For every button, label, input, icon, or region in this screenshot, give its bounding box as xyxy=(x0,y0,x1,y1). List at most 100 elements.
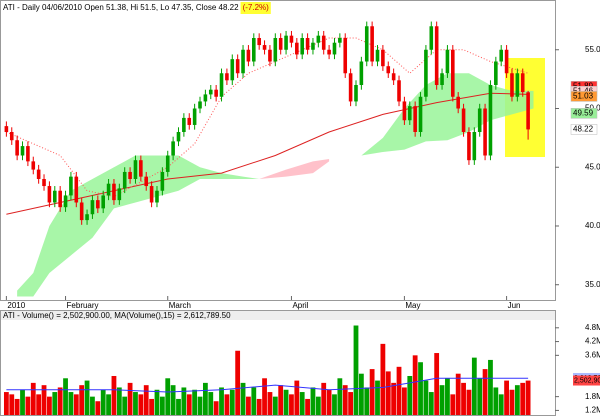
volume-bar xyxy=(375,380,380,415)
volume-bar xyxy=(219,387,224,415)
candle-body xyxy=(440,73,444,86)
candle-body xyxy=(79,202,84,221)
candle-body xyxy=(74,176,79,203)
candle-body xyxy=(101,195,105,209)
volume-bar xyxy=(509,389,515,415)
candle-body xyxy=(407,106,412,121)
candle-body xyxy=(241,49,245,74)
candle-body xyxy=(343,38,348,74)
candle-body xyxy=(106,183,111,196)
candle-body xyxy=(155,190,159,203)
volume-bar xyxy=(498,394,504,415)
candle-body xyxy=(31,161,36,170)
volume-bar xyxy=(466,389,472,415)
volume-bar xyxy=(143,385,149,415)
candle-body xyxy=(499,49,504,62)
volume-bar xyxy=(202,382,208,415)
candle-body xyxy=(289,35,294,43)
candle-body xyxy=(171,141,175,156)
volume-bar xyxy=(52,392,58,415)
volume-bar xyxy=(47,396,52,415)
volume-bar xyxy=(165,378,171,415)
candle-body xyxy=(381,49,385,67)
moving-average xyxy=(6,92,529,215)
price-frame xyxy=(0,0,556,301)
candle-body xyxy=(332,42,337,55)
volume-y-tick-label: 3.6M xyxy=(585,350,600,359)
price-label: 51.89 xyxy=(573,81,594,90)
candle-body xyxy=(278,38,283,50)
candle-body xyxy=(225,73,229,81)
x-tick-label: February xyxy=(67,301,99,310)
volume-bar xyxy=(256,398,262,415)
volume-ma xyxy=(6,377,529,393)
candle-body xyxy=(230,59,235,81)
volume-bar xyxy=(154,389,160,415)
volume-bar xyxy=(229,389,235,415)
volume-bar xyxy=(133,392,138,415)
x-tick-label: 2010 xyxy=(7,301,25,310)
volume-bar xyxy=(391,382,397,415)
y-tick-label: 55.0 xyxy=(585,45,600,54)
candle-body xyxy=(42,178,46,187)
candle-body xyxy=(477,108,482,132)
volume-bar xyxy=(520,382,526,415)
candle-body xyxy=(348,73,353,102)
candle-body xyxy=(246,49,251,62)
y-tick-label: 35.0 xyxy=(585,280,600,289)
candle-body xyxy=(176,131,181,142)
volume-bar xyxy=(186,394,192,415)
volume-bar xyxy=(353,325,359,415)
candle-body xyxy=(515,73,520,97)
candle-body xyxy=(128,171,132,179)
volume-bar xyxy=(488,359,493,415)
volume-bar xyxy=(116,387,122,415)
volume-bar xyxy=(63,378,68,415)
candle-body xyxy=(251,38,256,62)
candle-body xyxy=(418,96,423,132)
volume-bar xyxy=(385,371,391,415)
candle-body xyxy=(9,131,14,141)
candle-body xyxy=(192,108,197,125)
volume-bar xyxy=(159,396,165,415)
volume-y-tick-label: 4.8M xyxy=(585,323,600,332)
candle-body xyxy=(15,140,19,156)
candle-body xyxy=(311,42,315,50)
candle-body xyxy=(413,106,417,132)
volume-bar xyxy=(396,366,402,415)
candle-body xyxy=(445,49,450,74)
volume-bar xyxy=(332,394,337,415)
candle-body xyxy=(198,101,202,109)
candle-body xyxy=(386,66,391,74)
candle-body xyxy=(165,155,170,172)
volume-bar xyxy=(20,389,25,415)
volume-bar xyxy=(149,398,155,415)
volume-bar xyxy=(504,380,509,415)
chart-title: ATI - Daily 04/06/2010 Open 51.38, Hi 51… xyxy=(3,3,239,12)
candle-body xyxy=(526,92,530,130)
candle-body xyxy=(208,89,213,95)
volume-bar xyxy=(348,392,354,415)
volume-bar xyxy=(525,380,531,415)
volume-bar xyxy=(439,385,445,415)
y-tick-label: 45.0 xyxy=(585,162,600,171)
candle-body xyxy=(461,108,466,132)
candle-body xyxy=(20,146,25,156)
candle-body xyxy=(112,183,116,201)
volume-bar xyxy=(95,401,101,415)
candle-body xyxy=(327,49,331,55)
volume-bar xyxy=(283,389,289,415)
volume-bar xyxy=(41,385,47,415)
volume-bar xyxy=(272,396,278,415)
volume-title-bar xyxy=(1,311,555,320)
candle-body xyxy=(370,26,374,62)
volume-bar xyxy=(337,378,343,415)
candle-body xyxy=(467,131,471,161)
volume-bar xyxy=(262,378,267,415)
candle-body xyxy=(52,190,57,203)
volume-bar xyxy=(418,362,423,415)
candle-body xyxy=(284,35,288,50)
volume-bar xyxy=(407,375,413,415)
volume-bar xyxy=(321,382,327,415)
volume-bar xyxy=(289,394,294,415)
